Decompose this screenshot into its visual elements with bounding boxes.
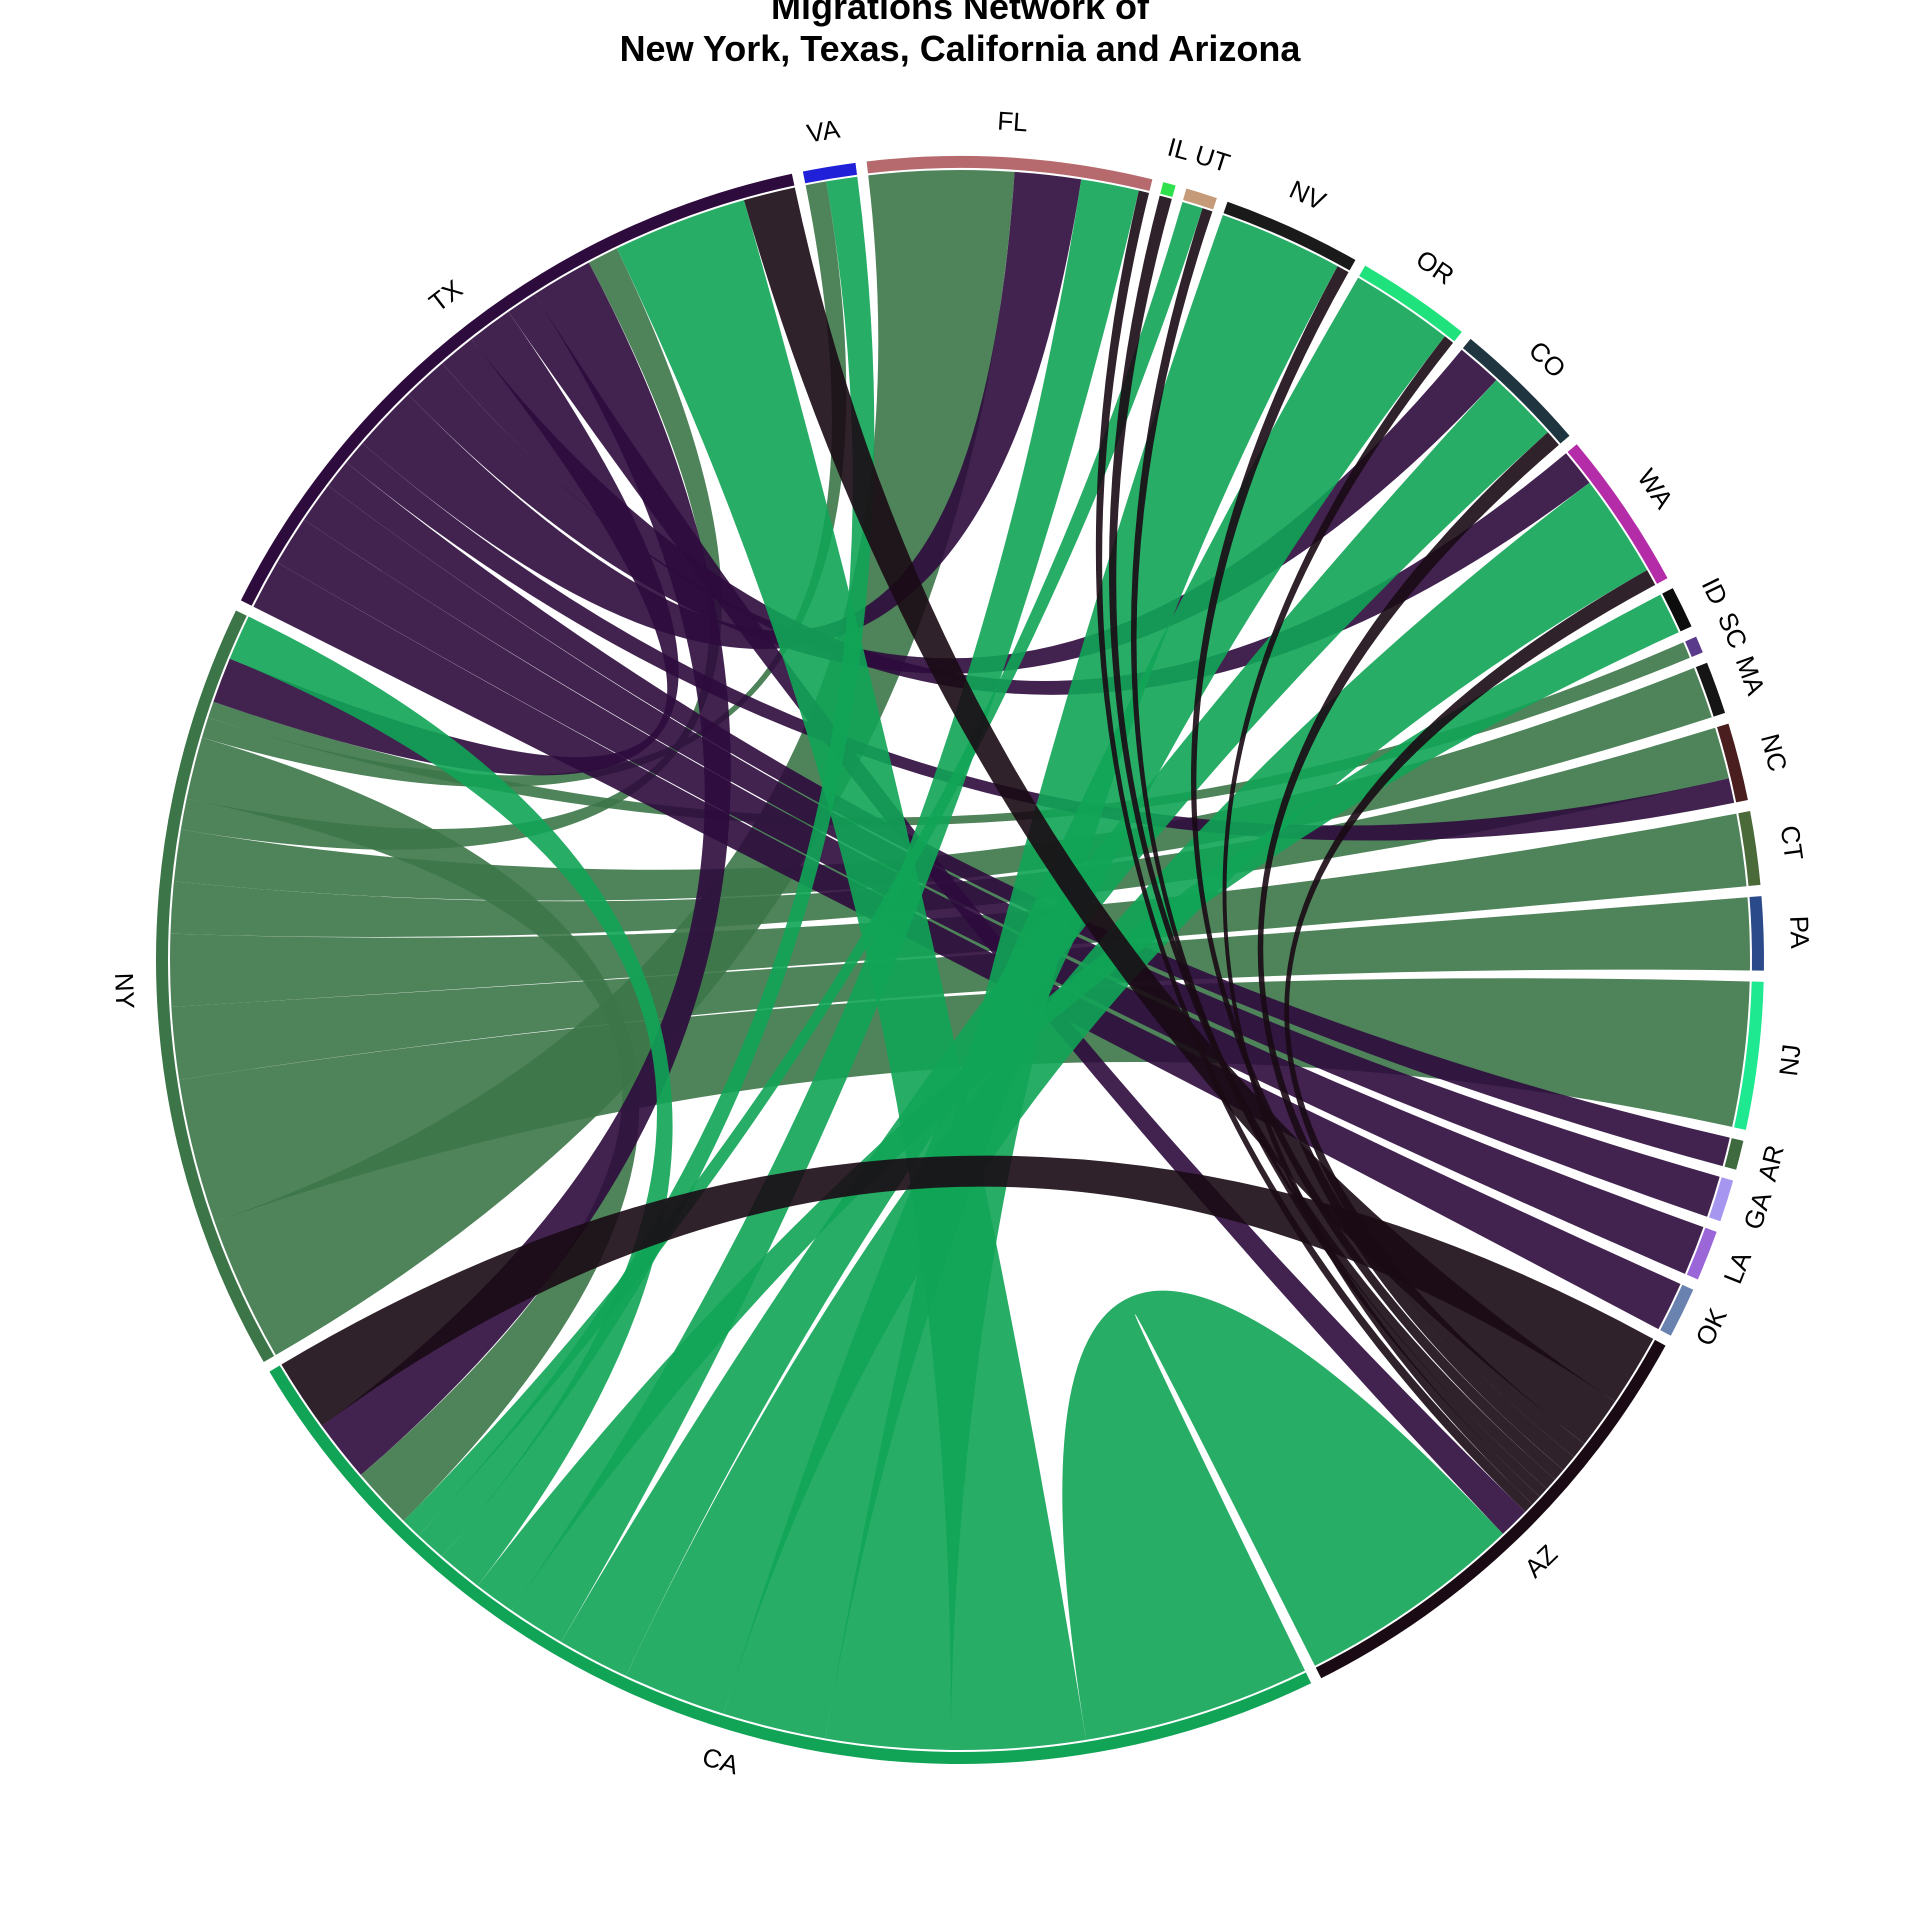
sector-label-ga: GA (1737, 1188, 1777, 1233)
sector-arc-nv (1223, 201, 1356, 271)
sector-arcs (156, 155, 1765, 1764)
sector-arc-la (1686, 1227, 1717, 1280)
chord-ny-to-ca (186, 737, 640, 1521)
chord-az-to-co (1257, 432, 1575, 1470)
sector-arc-ar (1724, 1138, 1744, 1170)
sector-label-ar: AR (1752, 1142, 1790, 1184)
sector-label-pa: PA (1784, 915, 1815, 949)
sector-arc-pa (1749, 896, 1765, 971)
sector-arc-wa (1567, 444, 1668, 584)
sector-arc-or (1359, 265, 1462, 342)
sector-label-va: VA (805, 114, 843, 149)
chord-tx-to-fl (362, 171, 1082, 650)
chart-title-line-2: New York, Texas, California and Arizona (619, 28, 1301, 69)
sector-arc-nc (1716, 723, 1748, 803)
sector-label-nv: NV (1285, 174, 1331, 217)
sector-arc-va (802, 162, 858, 184)
sector-label-ma: MA (1730, 652, 1772, 699)
sector-label-ut: UT (1192, 139, 1234, 178)
chord-links (170, 169, 1750, 1750)
sector-label-sc: SC (1712, 608, 1754, 653)
sector-label-nc: NC (1755, 731, 1793, 775)
sector-arc-ct (1738, 811, 1761, 887)
chart-title: Migrations Network of New York, Texas, C… (0, 0, 1920, 70)
chord-tx-to-la (277, 519, 1704, 1274)
chord-ca-to-az (1062, 1290, 1503, 1740)
sector-label-ct: CT (1775, 824, 1810, 863)
chord-ca-to-wa (626, 482, 1648, 1714)
chord-ny-to-ma (173, 667, 1712, 901)
chord-tx-to-ga (304, 485, 1720, 1217)
chord-ca-to-or (723, 277, 1445, 1739)
sector-arc-ga (1709, 1177, 1734, 1222)
sector-arc-fl (866, 155, 1153, 191)
sector-arc-id (1662, 588, 1692, 632)
chord-az-to-ut (1130, 208, 1547, 1497)
sector-arc-ok (1660, 1284, 1694, 1336)
sector-arc-ny (156, 610, 275, 1362)
sector-label-il: IL (1164, 132, 1193, 167)
sector-label-tx: TX (423, 274, 468, 318)
chord-tx-to-ok (253, 562, 1681, 1330)
chord-tx-to-ny (213, 311, 679, 776)
sector-label-ok: OK (1689, 1303, 1733, 1351)
chord-ca-to-ny (229, 616, 673, 1586)
sector-label-co: CO (1523, 335, 1572, 384)
chord-ca-to-co (561, 380, 1548, 1676)
sector-arc-sc (1685, 636, 1703, 657)
chord-ny-to-pa (171, 897, 1750, 1080)
chord-az-to-wa (1284, 570, 1656, 1458)
chord-tx-to-nc (346, 443, 1735, 841)
chord-ca-to-fl (511, 179, 1139, 1642)
sector-arc-co (1462, 338, 1570, 444)
sector-label-az: AZ (1518, 1539, 1563, 1584)
chart-title-line-1: Migrations Network of (770, 0, 1150, 27)
sector-label-fl: FL (996, 106, 1028, 138)
sector-label-ca: CA (699, 1741, 743, 1780)
sector-arc-il (1160, 182, 1176, 198)
sector-arc-ut (1183, 188, 1217, 210)
sector-label-id: ID (1696, 573, 1734, 610)
sector-arc-ma (1695, 662, 1726, 717)
sector-arc-nj (1734, 981, 1764, 1130)
sector-arc-ca (269, 1365, 1312, 1764)
sector-label-nj: NJ (1773, 1043, 1807, 1078)
sector-label-ny: NY (109, 972, 140, 1009)
chord-ca-to-nv (825, 215, 1338, 1750)
sector-label-wa: WA (1632, 463, 1680, 514)
sector-label-or: OR (1411, 244, 1460, 291)
sector-label-la: LA (1717, 1247, 1757, 1288)
